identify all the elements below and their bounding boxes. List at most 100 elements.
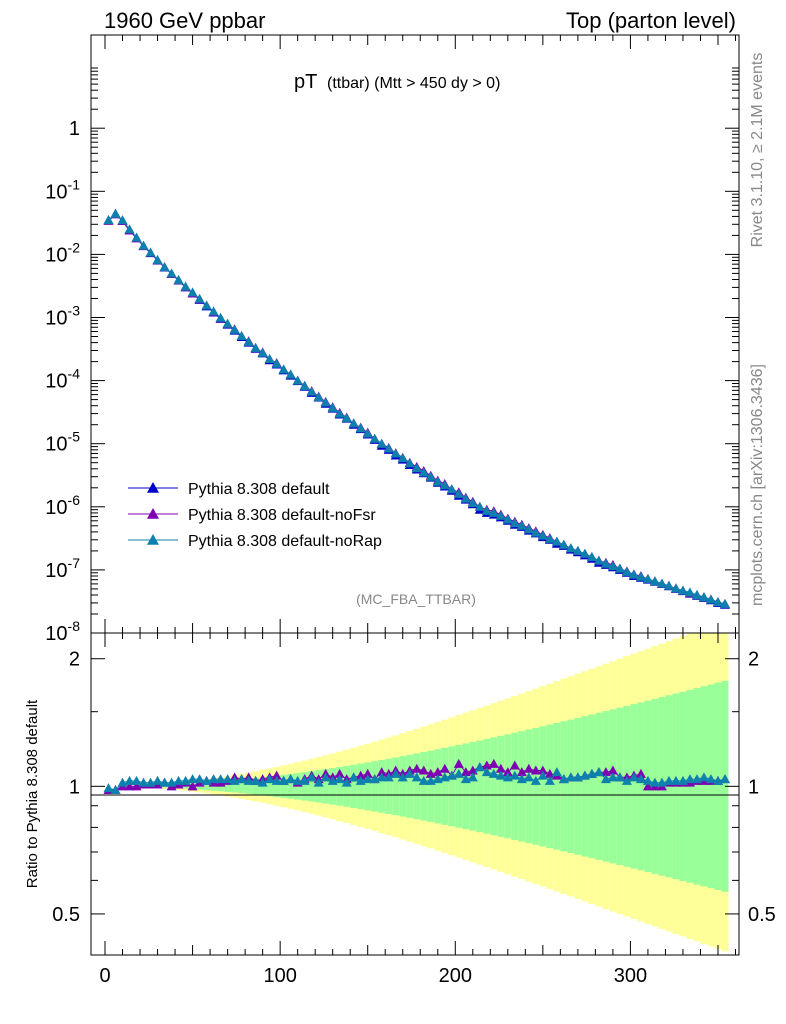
- ratio-band-green: [567, 719, 575, 854]
- main-panel: 1 10-1 10-2 10-3 10-4 10-5 10-6 10-7 10-8 pT (tt…: [45, 34, 740, 645]
- main-series-marker: [341, 413, 352, 423]
- main-series-marker: [705, 594, 716, 604]
- ratio-band-green: [392, 757, 400, 816]
- ratio-series-marker: [705, 774, 716, 784]
- ratio-bands: [105, 633, 729, 952]
- ratio-series-marker: [607, 772, 618, 782]
- ratio-series-marker: [488, 758, 499, 768]
- ratio-band-green: [588, 714, 596, 859]
- ratio-series-marker: [124, 775, 135, 785]
- main-series-marker: [628, 569, 639, 579]
- main-series-marker: [432, 476, 443, 486]
- ratio-series-marker: [565, 772, 576, 782]
- main-series-marker: [173, 274, 184, 284]
- legend-marker: [147, 534, 159, 545]
- main-series-marker: [138, 240, 149, 250]
- main-series-marker: [621, 566, 632, 576]
- main-series-marker: [404, 458, 415, 468]
- ratio-series-marker: [432, 767, 443, 777]
- main-series-marker: [677, 585, 688, 595]
- main-series-marker: [565, 543, 576, 553]
- ratio-series-marker: [523, 763, 534, 773]
- ratio-series-marker: [187, 781, 198, 791]
- ratio-band-green: [616, 707, 624, 866]
- ratio-series-marker: [453, 758, 464, 768]
- ratio-series-marker: [551, 767, 562, 777]
- main-series-marker: [243, 336, 254, 346]
- ratio-band-green: [441, 747, 449, 825]
- ratio-series-marker: [313, 777, 324, 787]
- main-series-marker: [264, 353, 275, 363]
- ratio-band-green: [637, 702, 645, 871]
- main-series-marker: [544, 533, 555, 543]
- main-y-tick-exponent: -7: [68, 555, 81, 571]
- ratio-series-marker: [509, 770, 520, 780]
- ratio-series-marker: [250, 775, 261, 785]
- ratio-band-green: [546, 724, 554, 849]
- ratio-series-marker: [264, 774, 275, 784]
- main-series-marker: [229, 324, 240, 334]
- ratio-series-marker: [635, 774, 646, 784]
- main-series-marker: [369, 433, 380, 443]
- main-series-marker: [152, 254, 163, 264]
- ratio-y-tick-label-right: 0.5: [748, 904, 776, 926]
- ratio-band-green: [525, 729, 533, 844]
- ratio-series-marker: [439, 763, 450, 773]
- ratio-series-marker: [621, 775, 632, 785]
- main-series-marker: [572, 545, 583, 555]
- main-series-marker: [600, 558, 611, 568]
- main-series-marker: [250, 342, 261, 352]
- ratio-series-marker: [404, 768, 415, 778]
- ratio-band-green: [714, 682, 722, 890]
- ratio-band-green: [721, 680, 729, 892]
- main-y-tick-label: 10-3: [45, 303, 80, 330]
- main-series-marker: [642, 573, 653, 583]
- ratio-series-marker: [334, 774, 345, 784]
- ratio-series-marker: [523, 772, 534, 782]
- ratio-series-marker: [173, 775, 184, 785]
- main-series-marker: [558, 539, 569, 549]
- ratio-band-green: [322, 769, 330, 804]
- ratio-series-marker: [474, 762, 485, 772]
- main-series-marker: [411, 463, 422, 473]
- ratio-series-marker: [152, 775, 163, 785]
- ratio-band-green: [539, 726, 547, 847]
- ratio-series-marker: [537, 770, 548, 780]
- ratio-band-green: [476, 740, 484, 833]
- main-series-marker: [159, 262, 170, 272]
- main-series-marker: [684, 587, 695, 597]
- ratio-series-marker: [348, 772, 359, 782]
- main-y-tick-label: 10-4: [45, 366, 80, 393]
- ratio-series-marker: [271, 775, 282, 785]
- main-series-marker: [481, 505, 492, 515]
- main-y-tick-exponent: -8: [68, 618, 81, 634]
- ratio-band-green: [413, 753, 421, 820]
- main-series-marker: [166, 268, 177, 278]
- main-y-tick-exponent: -2: [68, 239, 81, 255]
- ratio-series-marker: [131, 775, 142, 785]
- x-tick-label: 100: [263, 965, 296, 987]
- ratio-series-marker: [628, 772, 639, 782]
- main-series-marker: [201, 300, 212, 310]
- ratio-series-marker: [215, 774, 226, 784]
- ratio-y-ticks: 0.5 0.5 1 1 2 2: [52, 649, 776, 926]
- main-series-marker: [502, 514, 513, 524]
- main-series-marker: [698, 592, 709, 602]
- main-series-marker: [306, 386, 317, 396]
- ratio-series-marker: [593, 767, 604, 777]
- ratio-band-green: [455, 744, 463, 828]
- ratio-series-marker: [495, 763, 506, 773]
- ratio-y-tick-label-right: 1: [748, 776, 759, 798]
- main-series-marker: [131, 232, 142, 242]
- legend-marker: [147, 508, 159, 519]
- ratio-y-label: Ratio to Pythia 8.308 default: [24, 699, 41, 888]
- ratio-band-green: [518, 731, 526, 842]
- ratio-series-marker: [663, 775, 674, 785]
- ratio-series-marker: [341, 777, 352, 787]
- main-y-tick-label: 10-6: [45, 492, 80, 519]
- ratio-band-green: [553, 722, 561, 850]
- main-series-marker: [117, 215, 128, 225]
- main-series-marker: [103, 215, 114, 225]
- main-y-ticks: 1 10-1 10-2 10-3 10-4 10-5 10-6 10-7 10-8: [45, 67, 739, 645]
